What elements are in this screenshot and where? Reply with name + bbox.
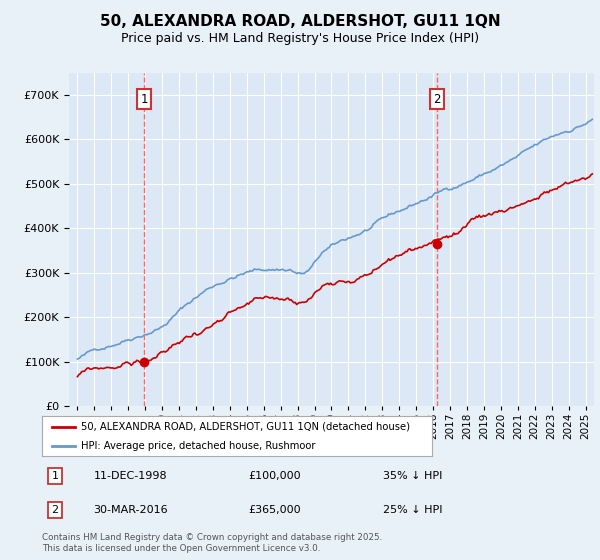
Text: £100,000: £100,000 (248, 471, 301, 481)
Text: 1: 1 (52, 471, 58, 481)
Text: HPI: Average price, detached house, Rushmoor: HPI: Average price, detached house, Rush… (81, 441, 316, 450)
Text: 2: 2 (52, 505, 58, 515)
Text: 50, ALEXANDRA ROAD, ALDERSHOT, GU11 1QN (detached house): 50, ALEXANDRA ROAD, ALDERSHOT, GU11 1QN … (81, 422, 410, 432)
Text: 35% ↓ HPI: 35% ↓ HPI (383, 471, 442, 481)
Text: 11-DEC-1998: 11-DEC-1998 (94, 471, 167, 481)
Text: 30-MAR-2016: 30-MAR-2016 (94, 505, 168, 515)
Text: 25% ↓ HPI: 25% ↓ HPI (383, 505, 442, 515)
Text: 50, ALEXANDRA ROAD, ALDERSHOT, GU11 1QN: 50, ALEXANDRA ROAD, ALDERSHOT, GU11 1QN (100, 14, 500, 29)
Text: 2: 2 (433, 93, 441, 106)
Text: £365,000: £365,000 (248, 505, 301, 515)
Text: Contains HM Land Registry data © Crown copyright and database right 2025.
This d: Contains HM Land Registry data © Crown c… (42, 533, 382, 553)
Text: 1: 1 (140, 93, 148, 106)
Text: Price paid vs. HM Land Registry's House Price Index (HPI): Price paid vs. HM Land Registry's House … (121, 32, 479, 45)
